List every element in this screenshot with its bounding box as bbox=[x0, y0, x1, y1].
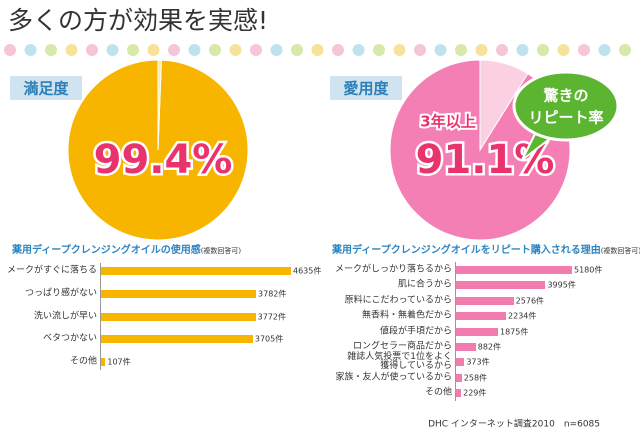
pie-value-label: 99.4% bbox=[94, 137, 233, 183]
category-label: その他 bbox=[69, 356, 97, 367]
dot bbox=[229, 44, 242, 56]
pie-label: 愛用度 bbox=[343, 80, 389, 98]
bar-chart-title: 薬用ディープクレンジングオイルの使用感(複数回答可) bbox=[12, 241, 241, 256]
annotation: 3年以上 bbox=[420, 113, 475, 131]
category-label: ロングセラー商品だから bbox=[352, 341, 452, 352]
dot bbox=[475, 44, 488, 56]
value-label: 3782件 bbox=[258, 289, 287, 299]
bar bbox=[101, 267, 291, 275]
dot bbox=[557, 44, 570, 56]
pie-slice bbox=[157, 59, 162, 151]
dot bbox=[332, 44, 344, 56]
dot bbox=[65, 44, 78, 56]
dot bbox=[250, 44, 262, 56]
dot bbox=[434, 44, 447, 56]
annotation: リピート率 bbox=[528, 109, 603, 127]
dot bbox=[373, 44, 385, 56]
bar bbox=[456, 389, 462, 398]
dot-row bbox=[4, 44, 631, 56]
axis-line bbox=[100, 263, 101, 371]
axis-line bbox=[455, 262, 456, 402]
dot bbox=[516, 44, 529, 56]
note: (複数回答可) bbox=[600, 247, 640, 255]
note: (複数回答可) bbox=[200, 247, 242, 255]
dot bbox=[209, 44, 221, 56]
category-label: 家族・友人が使っているから bbox=[335, 372, 452, 383]
label-box bbox=[330, 76, 402, 100]
value-label: 882件 bbox=[477, 342, 502, 352]
category-label: メークがしっかり落ちるから bbox=[334, 264, 452, 275]
dot bbox=[414, 44, 426, 56]
footer: DHC インターネット調査2010 n=6085 bbox=[428, 418, 600, 430]
page-title: 多くの方が効果を実感! bbox=[8, 6, 268, 35]
label-box bbox=[10, 76, 82, 100]
dot bbox=[537, 44, 549, 56]
annotation: 驚きの bbox=[542, 87, 588, 105]
bar bbox=[456, 296, 514, 305]
bar bbox=[456, 281, 546, 290]
category-label: 無香料・無着色だから bbox=[361, 310, 452, 321]
dot bbox=[127, 44, 139, 56]
bar bbox=[101, 358, 106, 367]
value-label: 258件 bbox=[463, 373, 488, 383]
bar bbox=[456, 327, 498, 336]
category-label: 雑誌人気投票で1位をよく 獲得しているから bbox=[347, 352, 452, 372]
dot bbox=[352, 44, 365, 56]
value-label: 3995件 bbox=[547, 280, 576, 290]
pie-label: 満足度 bbox=[23, 80, 69, 98]
bar bbox=[101, 312, 256, 321]
dot bbox=[270, 44, 283, 56]
title-text: 薬用ディープクレンジングオイルの使用感 bbox=[12, 245, 201, 256]
category-label: 値段が手頃だから bbox=[379, 326, 452, 337]
dot bbox=[106, 44, 119, 56]
value-label: 373件 bbox=[466, 357, 490, 367]
value-label: 2576件 bbox=[515, 296, 545, 306]
bar bbox=[456, 343, 476, 351]
value-label: 107件 bbox=[107, 357, 131, 367]
bar bbox=[456, 266, 572, 274]
category-label: メークがすぐに落ちる bbox=[6, 265, 97, 276]
title-text: 薬用ディープクレンジングオイルをリピート購入される理由 bbox=[332, 245, 601, 256]
bar bbox=[101, 335, 253, 344]
pie-slice bbox=[479, 59, 529, 152]
value-label: 229件 bbox=[463, 388, 487, 398]
bar bbox=[456, 373, 462, 382]
dot bbox=[188, 44, 201, 56]
category-label: 原料にこだわっているから bbox=[344, 295, 452, 306]
category-label: つっぱり感がない bbox=[24, 288, 97, 299]
category-label: ベタつかない bbox=[42, 333, 97, 344]
speech-bubble bbox=[512, 70, 620, 142]
category-label: 肌に合うから bbox=[397, 279, 452, 290]
dot bbox=[598, 44, 611, 56]
dot bbox=[311, 44, 324, 56]
value-label: 5180件 bbox=[574, 265, 603, 275]
dot bbox=[24, 44, 37, 56]
value-label: 2234件 bbox=[508, 311, 537, 321]
dot bbox=[45, 44, 57, 56]
dot bbox=[168, 44, 180, 56]
bar bbox=[456, 358, 465, 367]
value-label: 1875件 bbox=[499, 327, 529, 337]
dot bbox=[4, 44, 16, 56]
dot bbox=[147, 44, 160, 56]
dot bbox=[455, 44, 467, 56]
value-label: 3705件 bbox=[254, 334, 284, 344]
bar bbox=[101, 289, 257, 298]
value-label: 4635件 bbox=[293, 266, 322, 276]
dot bbox=[578, 44, 590, 56]
dot bbox=[619, 44, 631, 56]
dot bbox=[496, 44, 508, 56]
value-label: 3772件 bbox=[257, 312, 286, 322]
bar-chart-title: 薬用ディープクレンジングオイルをリピート購入される理由(複数回答可) bbox=[332, 241, 640, 256]
dot bbox=[86, 44, 98, 56]
bar bbox=[456, 312, 507, 321]
category-label: その他 bbox=[424, 387, 452, 398]
dot bbox=[393, 44, 406, 56]
dot bbox=[291, 44, 303, 56]
category-label: 洗い流しが早い bbox=[33, 311, 97, 322]
